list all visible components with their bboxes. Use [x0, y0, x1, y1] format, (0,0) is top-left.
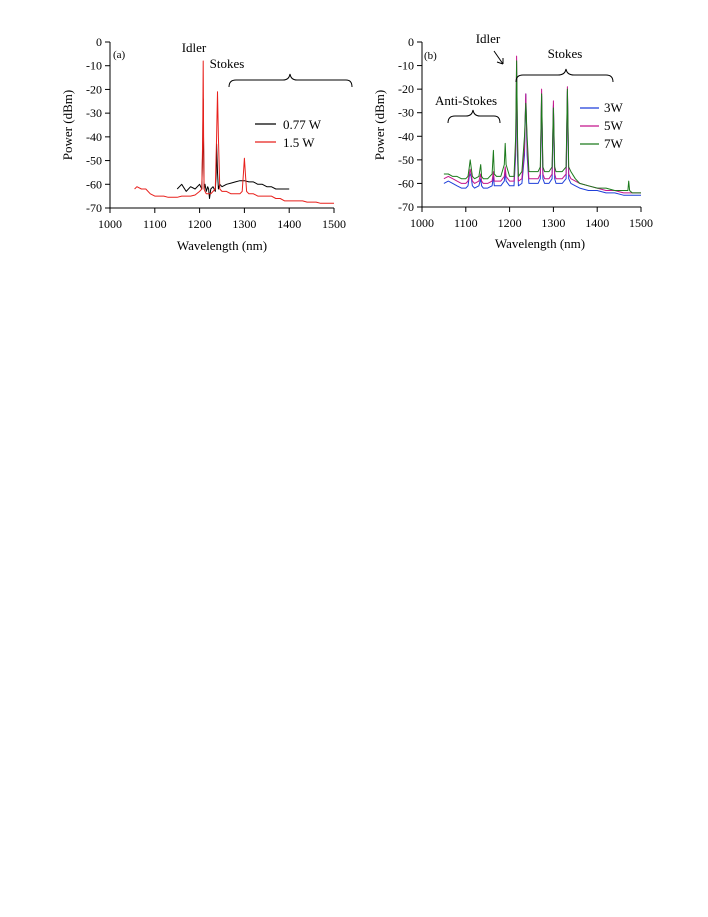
panel-a-stokes-brace	[228, 73, 353, 88]
panel-b-legend-label-1: 5W	[604, 118, 624, 133]
panel-a-legend-label-1: 1.5 W	[283, 135, 315, 150]
panel-a-y-axis-label: Power (dBm)	[60, 90, 75, 160]
panel-a-y-tick-label: -10	[86, 59, 102, 73]
panel-a-x-axis-label: Wavelength (nm)	[177, 238, 267, 253]
panel-b-y-tick-label: 0	[408, 35, 414, 49]
panel-a-series-line-0	[176, 98, 290, 199]
panel-b-y-tick-label: -50	[398, 153, 414, 167]
panel-a-plot-series	[134, 60, 334, 204]
panel-a-x-tick-label: 1500	[322, 217, 346, 231]
panel-a-y-tick-label: -20	[86, 82, 102, 96]
panel-b-legend-label-2: 7W	[604, 136, 624, 151]
panel-b-stokes-brace	[515, 68, 614, 83]
panel-b-y-tick-label: -60	[398, 176, 414, 190]
panel-a-series-line-1	[134, 60, 334, 204]
panel-b: 0-10-20-30-40-50-60-70 1000 1100 1200 1300 1…	[372, 31, 653, 251]
panel-b-annotation-stokes: Stokes	[548, 46, 583, 61]
panel-a-x-tick-label: 1100	[143, 217, 167, 231]
panel-b-axes	[421, 42, 641, 208]
panel-b-y-tick-label: -20	[398, 82, 414, 96]
panel-b-x-tick-label: 1400	[585, 216, 609, 230]
panel-b-legend: 3W 5W 7W	[580, 100, 624, 151]
panel-b-legend-label-0: 3W	[604, 100, 624, 115]
panel-a-y-ticks: 0 -10 -20 -30 -40 -50 -60 -70	[86, 35, 110, 215]
panel-a: 0-10-20-30-40-50-60-70 1000 1100 1200 1300 1…	[60, 35, 353, 253]
panel-a-x-tick-label: 1300	[232, 217, 256, 231]
panel-b-y-tick-label: -70	[398, 200, 414, 214]
panel-a-legend: 0.77 W 1.5 W	[255, 117, 322, 150]
panel-b-x-tick-label: 1200	[498, 216, 522, 230]
panel-a-annotation-stokes: Stokes	[210, 56, 245, 71]
panel-a-y-tick-label: -50	[86, 154, 102, 168]
panel-b-x-axis-label: Wavelength (nm)	[495, 236, 585, 251]
panel-b-y-tick-label: -10	[398, 59, 414, 73]
panel-b-x-tick-label: 1100	[454, 216, 478, 230]
panel-b-plot-series	[443, 55, 641, 196]
panel-a-y-tick-label: -60	[86, 177, 102, 191]
panel-b-label: (b)	[424, 50, 437, 62]
panel-b-anti-stokes-brace	[447, 109, 501, 124]
panel-a-x-tick-label: 1400	[277, 217, 301, 231]
panel-a-annotation-idler: Idler	[182, 40, 207, 55]
panel-a-y-tick-label: -40	[86, 130, 102, 144]
panel-b-series-line-2	[443, 60, 641, 194]
panel-b-x-tick-label: 1300	[541, 216, 565, 230]
panel-a-y-tick-label: 0	[96, 35, 102, 49]
panel-a-axes	[109, 42, 334, 209]
panel-a-y-tick-label: -30	[86, 106, 102, 120]
panel-b-annotation-anti-stokes: Anti-Stokes	[435, 93, 497, 108]
panel-b-y-tick-label: -30	[398, 106, 414, 120]
panel-a-x-ticks: 1000 1100 1200 1300 1400 1500	[98, 208, 346, 231]
panel-a-y-tick-label: -70	[86, 201, 102, 215]
panel-b-y-axis-label: Power (dBm)	[372, 90, 387, 160]
panel-b-x-tick-label: 1500	[629, 216, 653, 230]
panel-b-x-tick-label: 1000	[410, 216, 434, 230]
panel-a-label: (a)	[113, 49, 126, 61]
panel-b-x-ticks: 1000 1100 1200 1300 1400 1500	[410, 207, 653, 230]
panel-b-y-tick-label: -40	[398, 129, 414, 143]
panel-b-annotation-idler: Idler	[476, 31, 501, 46]
panel-a-x-tick-label: 1000	[98, 217, 122, 231]
panel-b-y-ticks: 0 -10 -20 -30 -40 -50 -60 -70	[398, 35, 422, 214]
panel-b-idler-arrow	[493, 50, 504, 65]
panel-a-x-tick-label: 1200	[188, 217, 212, 231]
panel-a-legend-label-0: 0.77 W	[283, 117, 322, 132]
